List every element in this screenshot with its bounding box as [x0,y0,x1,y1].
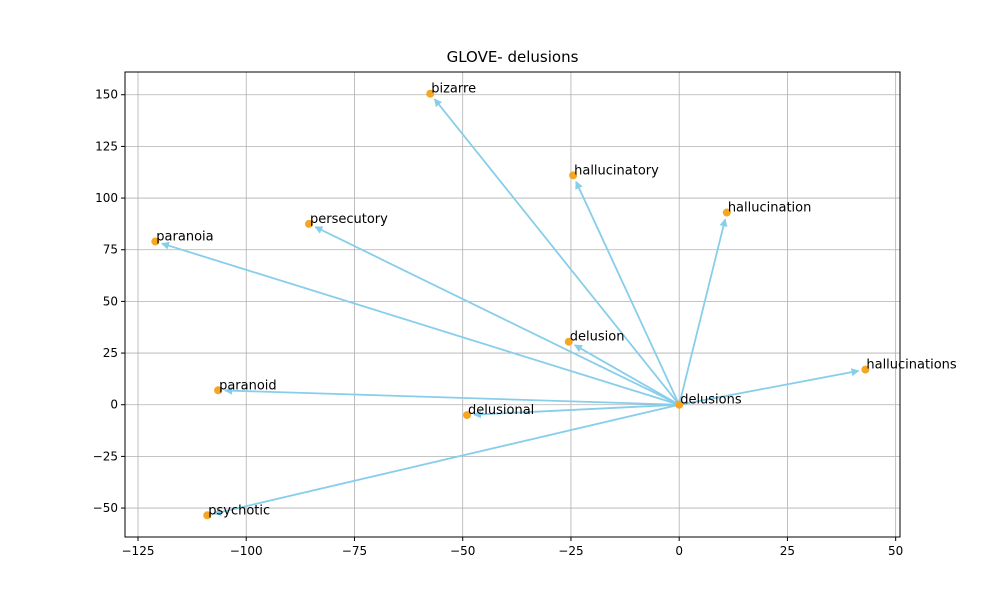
x-tick-label: 25 [780,544,795,558]
y-tick-label: 50 [103,294,118,308]
point-persecutory [305,219,314,228]
x-tick-label: −25 [558,544,583,558]
ticks: −125 −100 −75 −50 −25 0 25 50 −50 −25 0 25 50 75 100 12… [93,88,904,558]
y-tick-label: 25 [103,346,118,360]
y-tick-label: −50 [93,501,118,515]
label-delusion: delusion [570,330,625,345]
label-delusional: delusional [468,403,534,418]
arrow-paranoia [161,241,680,406]
x-tick-label: −75 [342,544,367,558]
point-paranoid [214,386,223,395]
arrows [161,98,860,517]
y-tick-label: 75 [103,243,118,257]
label-psychotic: psychotic [208,503,270,518]
point-delusions [675,400,684,409]
arrow-hallucinatory [575,180,681,406]
label-bizarre: bizarre [431,82,476,97]
point-bizarre [426,89,435,98]
x-tick-label: −50 [450,544,475,558]
x-tick-label: 50 [888,544,903,558]
label-delusions: delusions [680,393,742,408]
arrow-psychotic [213,403,680,517]
label-paranoid: paranoid [219,378,277,393]
plot-frame [124,71,901,538]
points [151,89,870,520]
y-tick-label: 100 [95,191,118,205]
arrow-bizarre [433,98,680,406]
label-paranoia: paranoia [156,229,213,244]
label-hallucinations: hallucinations [866,358,957,373]
arrow-delusion [573,344,680,406]
y-tick-label: 150 [95,88,118,102]
point-psychotic [203,511,212,520]
point-labels: delusions bizarre hallucinatory hallucinati… [156,82,957,519]
arrow-persecutory [314,226,680,406]
point-hallucinatory [569,171,578,180]
arrow-hallucination [678,218,728,405]
label-hallucinatory: hallucinatory [574,163,659,178]
y-tick-label: −25 [93,449,118,463]
chart-title: GLOVE- delusions [446,48,579,66]
arrow-hallucinations [679,368,860,406]
arrow-delusional [473,403,680,419]
label-hallucination: hallucination [728,201,812,216]
point-delusion [564,337,573,346]
point-paranoia [151,237,160,246]
x-tick-label: −100 [230,544,263,558]
point-hallucination [722,208,731,217]
x-tick-label: −125 [122,544,155,558]
point-hallucinations [861,365,870,374]
arrow-paranoid [224,386,680,406]
grid [125,72,900,537]
y-tick-label: 125 [95,139,118,153]
x-tick-label: 0 [675,544,683,558]
point-delusional [463,411,472,420]
y-tick-label: 0 [110,398,118,412]
label-persecutory: persecutory [310,212,388,227]
